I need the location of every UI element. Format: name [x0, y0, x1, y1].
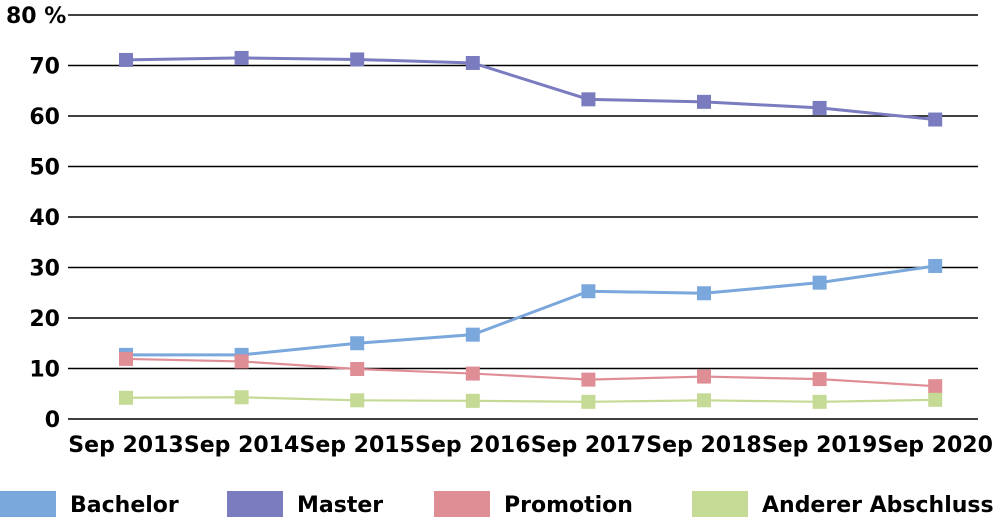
data-point — [581, 372, 596, 387]
data-point — [581, 92, 596, 107]
y-tick-label: 60 — [29, 105, 60, 130]
data-point — [465, 393, 480, 408]
series-promotion — [119, 351, 943, 394]
series-bachelor — [119, 258, 943, 362]
y-tick-label: 10 — [29, 358, 60, 383]
x-tick-label: Sep 2019 — [762, 433, 877, 458]
data-point — [234, 50, 249, 65]
series-line — [125, 357, 936, 388]
legend-item: Master — [227, 491, 383, 518]
data-point — [465, 327, 480, 342]
y-tick-label: 30 — [29, 257, 60, 282]
series-layer — [119, 50, 943, 409]
y-tick-label: 70 — [29, 55, 60, 80]
x-tick-label: Sep 2017 — [531, 433, 646, 458]
x-tick-label: Sep 2013 — [68, 433, 183, 458]
x-axis-tick-labels: Sep 2013 Sep 2014 Sep 2015 Sep 2016 Sep 2017… — [68, 433, 993, 458]
legend-item: Anderer Abschluss — [692, 491, 994, 518]
legend-label: Bachelor — [70, 493, 179, 518]
data-point — [119, 351, 133, 366]
data-point — [234, 354, 249, 369]
series-master — [119, 50, 943, 127]
data-point — [350, 52, 365, 67]
data-point — [812, 275, 827, 290]
data-point — [928, 112, 943, 127]
legend-swatch — [227, 491, 283, 517]
data-point — [119, 390, 133, 405]
data-point — [697, 369, 711, 384]
series-anderer-abschluss — [119, 390, 943, 409]
data-point — [928, 392, 943, 407]
legend-label: Anderer Abschluss — [762, 493, 994, 518]
data-point — [697, 393, 711, 408]
data-point — [812, 100, 827, 115]
y-tick-label: 50 — [29, 156, 60, 181]
data-point — [465, 366, 480, 381]
y-tick-label: 40 — [29, 206, 60, 231]
y-tick-label: 0 — [45, 408, 60, 433]
legend-swatch — [0, 491, 56, 517]
data-point — [928, 379, 943, 394]
grid-layer — [68, 14, 978, 420]
legend-item: Bachelor — [0, 491, 179, 518]
series-line — [125, 396, 936, 403]
y-axis-tick-labels: 0 10 20 30 40 50 60 70 80 % — [6, 4, 66, 433]
data-point — [465, 55, 480, 70]
legend-swatch — [434, 491, 490, 517]
data-point — [350, 362, 365, 377]
data-point — [234, 390, 249, 405]
legend-item: Promotion — [434, 491, 633, 518]
data-point — [119, 52, 133, 67]
data-point — [581, 394, 596, 409]
x-tick-label: Sep 2015 — [299, 433, 414, 458]
x-tick-label: Sep 2018 — [646, 433, 761, 458]
x-tick-label: Sep 2014 — [184, 433, 299, 458]
legend-label: Master — [297, 493, 383, 518]
data-point — [350, 336, 365, 351]
legend-swatch — [692, 491, 748, 517]
series-line — [126, 264, 936, 357]
data-point — [928, 258, 943, 273]
data-point — [350, 393, 365, 408]
data-point — [697, 286, 711, 301]
data-point — [812, 394, 827, 409]
data-point — [697, 94, 711, 109]
x-tick-label: Sep 2016 — [415, 433, 530, 458]
x-tick-label: Sep 2020 — [877, 433, 992, 458]
data-point — [581, 284, 596, 299]
y-tick-label: 20 — [29, 307, 60, 332]
legend: Bachelor Master Promotion Anderer Abschluss — [0, 491, 994, 518]
data-point — [812, 372, 827, 387]
series-line — [125, 56, 936, 122]
legend-label: Promotion — [504, 493, 633, 518]
y-tick-label: 80 % — [6, 4, 66, 29]
